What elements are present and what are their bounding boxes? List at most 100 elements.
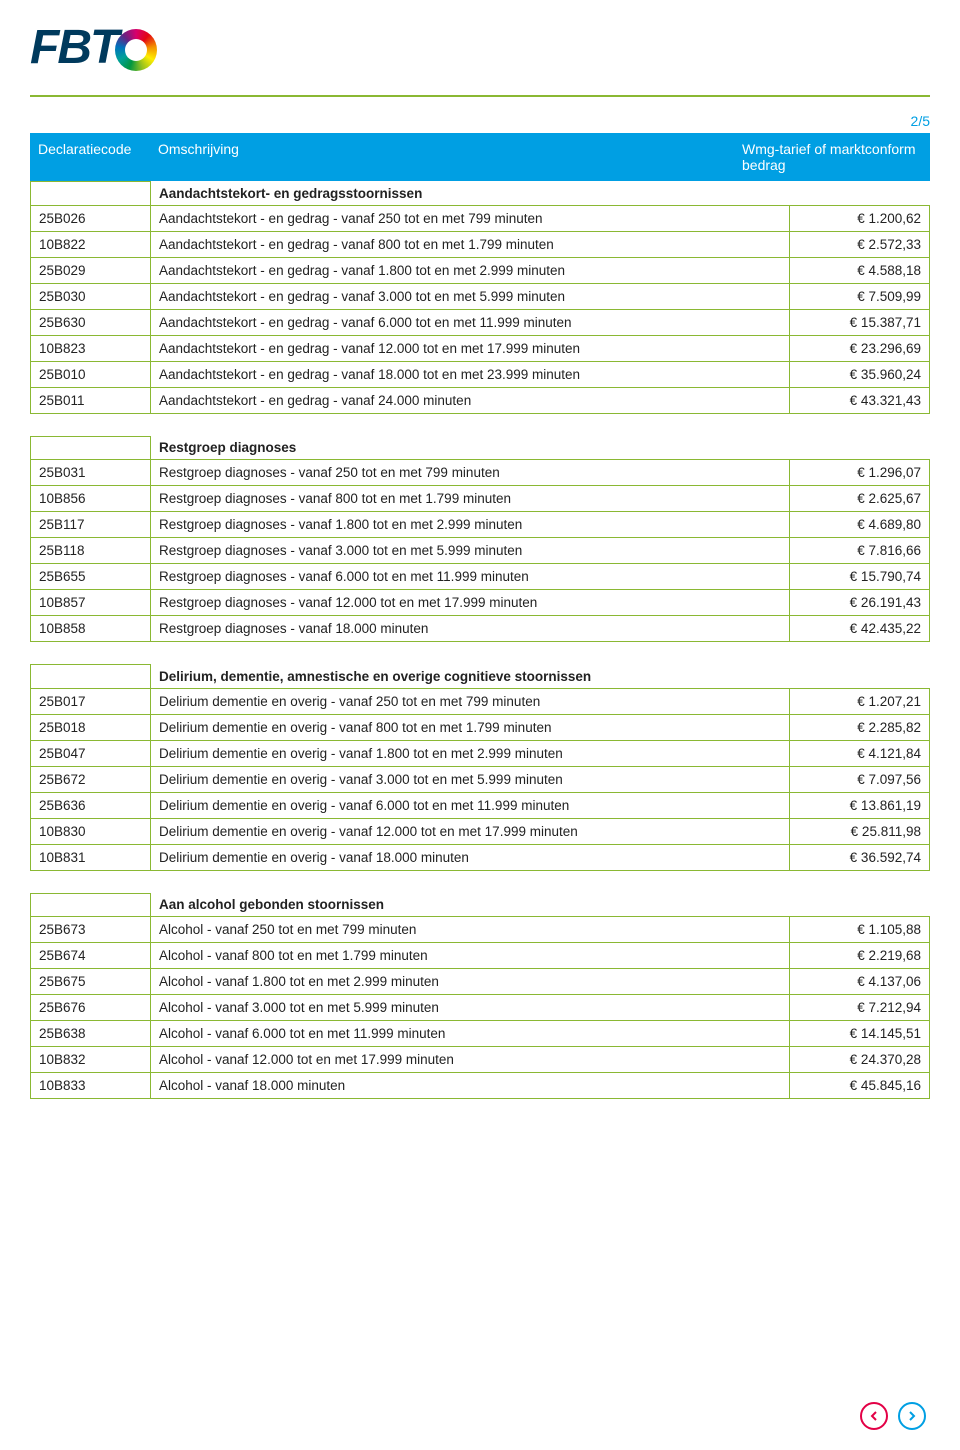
cell-code: 25B673 xyxy=(31,917,151,943)
cell-desc: Aandachtstekort - en gedrag - vanaf 6.00… xyxy=(151,309,790,335)
cell-code: 25B638 xyxy=(31,1021,151,1047)
cell-amount: € 4.588,18 xyxy=(790,257,930,283)
cell-amount: € 2.572,33 xyxy=(790,231,930,257)
cell-code: 10B822 xyxy=(31,231,151,257)
cell-code: 10B830 xyxy=(31,818,151,844)
table-row: 25B011Aandachtstekort - en gedrag - vana… xyxy=(31,387,930,413)
section-title: Aan alcohol gebonden stoornissen xyxy=(151,893,790,917)
table-row: 25B030Aandachtstekort - en gedrag - vana… xyxy=(31,283,930,309)
tariff-table: Restgroep diagnoses25B031Restgroep diagn… xyxy=(30,436,930,643)
cell-code: 25B031 xyxy=(31,460,151,486)
cell-code: 25B672 xyxy=(31,766,151,792)
cell-desc: Delirium dementie en overig - vanaf 3.00… xyxy=(151,766,790,792)
cell-code: 25B655 xyxy=(31,564,151,590)
section-title: Aandachtstekort- en gedragsstoornissen xyxy=(151,182,790,206)
cell-amount: € 24.370,28 xyxy=(790,1047,930,1073)
cell-code: 25B630 xyxy=(31,309,151,335)
cell-code: 10B858 xyxy=(31,616,151,642)
section-title: Restgroep diagnoses xyxy=(151,436,790,460)
section-title: Delirium, dementie, amnestische en overi… xyxy=(151,665,790,689)
cell-code: 10B857 xyxy=(31,590,151,616)
cell-desc: Alcohol - vanaf 250 tot en met 799 minut… xyxy=(151,917,790,943)
table-row: 25B675Alcohol - vanaf 1.800 tot en met 2… xyxy=(31,969,930,995)
table-header: Declaratiecode Omschrijving Wmg-tarief o… xyxy=(30,133,930,181)
nav-arrows xyxy=(860,1402,926,1430)
cell-code: 10B856 xyxy=(31,486,151,512)
table-row: 25B017Delirium dementie en overig - vana… xyxy=(31,688,930,714)
cell-amount: € 4.121,84 xyxy=(790,740,930,766)
cell-desc: Restgroep diagnoses - vanaf 250 tot en m… xyxy=(151,460,790,486)
table-row: 25B674Alcohol - vanaf 800 tot en met 1.7… xyxy=(31,943,930,969)
tariff-table: Delirium, dementie, amnestische en overi… xyxy=(30,664,930,871)
header-col-code: Declaratiecode xyxy=(38,141,158,173)
cell-amount: € 7.097,56 xyxy=(790,766,930,792)
cell-desc: Delirium dementie en overig - vanaf 18.0… xyxy=(151,844,790,870)
cell-desc: Restgroep diagnoses - vanaf 12.000 tot e… xyxy=(151,590,790,616)
cell-code: 25B026 xyxy=(31,205,151,231)
table-row: 10B856Restgroep diagnoses - vanaf 800 to… xyxy=(31,486,930,512)
table-row: 25B655Restgroep diagnoses - vanaf 6.000 … xyxy=(31,564,930,590)
table-row: 25B638Alcohol - vanaf 6.000 tot en met 1… xyxy=(31,1021,930,1047)
cell-desc: Delirium dementie en overig - vanaf 800 … xyxy=(151,714,790,740)
cell-code: 25B029 xyxy=(31,257,151,283)
table-row: 10B857Restgroep diagnoses - vanaf 12.000… xyxy=(31,590,930,616)
cell-desc: Aandachtstekort - en gedrag - vanaf 12.0… xyxy=(151,335,790,361)
table-row: 25B672Delirium dementie en overig - vana… xyxy=(31,766,930,792)
cell-amount: € 7.509,99 xyxy=(790,283,930,309)
cell-desc: Restgroep diagnoses - vanaf 3.000 tot en… xyxy=(151,538,790,564)
cell-desc: Aandachtstekort - en gedrag - vanaf 3.00… xyxy=(151,283,790,309)
prev-page-button[interactable] xyxy=(860,1402,888,1430)
cell-code: 25B636 xyxy=(31,792,151,818)
table-row: 25B673Alcohol - vanaf 250 tot en met 799… xyxy=(31,917,930,943)
cell-amount: € 26.191,43 xyxy=(790,590,930,616)
tariff-table: Aandachtstekort- en gedragsstoornissen25… xyxy=(30,181,930,414)
table-row: 25B010Aandachtstekort - en gedrag - vana… xyxy=(31,361,930,387)
section-header-row: Restgroep diagnoses xyxy=(31,436,930,460)
cell-amount: € 7.212,94 xyxy=(790,995,930,1021)
table-row: 25B031Restgroep diagnoses - vanaf 250 to… xyxy=(31,460,930,486)
logo-circle-icon xyxy=(115,29,157,71)
cell-code: 25B117 xyxy=(31,512,151,538)
cell-code: 25B018 xyxy=(31,714,151,740)
cell-amount: € 23.296,69 xyxy=(790,335,930,361)
cell-desc: Alcohol - vanaf 6.000 tot en met 11.999 … xyxy=(151,1021,790,1047)
cell-desc: Restgroep diagnoses - vanaf 6.000 tot en… xyxy=(151,564,790,590)
tariff-table: Aan alcohol gebonden stoornissen25B673Al… xyxy=(30,893,930,1100)
cell-amount: € 14.145,51 xyxy=(790,1021,930,1047)
table-row: 25B676Alcohol - vanaf 3.000 tot en met 5… xyxy=(31,995,930,1021)
table-row: 25B047Delirium dementie en overig - vana… xyxy=(31,740,930,766)
cell-desc: Aandachtstekort - en gedrag - vanaf 18.0… xyxy=(151,361,790,387)
table-row: 10B833Alcohol - vanaf 18.000 minuten€ 45… xyxy=(31,1073,930,1099)
cell-desc: Delirium dementie en overig - vanaf 250 … xyxy=(151,688,790,714)
next-page-button[interactable] xyxy=(898,1402,926,1430)
cell-amount: € 1.200,62 xyxy=(790,205,930,231)
logo-text: FBT xyxy=(30,20,117,75)
cell-desc: Aandachtstekort - en gedrag - vanaf 250 … xyxy=(151,205,790,231)
chevron-right-icon xyxy=(907,1411,917,1421)
section-header-row: Aandachtstekort- en gedragsstoornissen xyxy=(31,182,930,206)
cell-desc: Alcohol - vanaf 800 tot en met 1.799 min… xyxy=(151,943,790,969)
section-header-empty-code xyxy=(31,665,151,689)
cell-code: 25B011 xyxy=(31,387,151,413)
section-header-row: Aan alcohol gebonden stoornissen xyxy=(31,893,930,917)
header-col-amount: Wmg-tarief of marktconform bedrag xyxy=(742,141,922,173)
cell-code: 25B010 xyxy=(31,361,151,387)
cell-amount: € 25.811,98 xyxy=(790,818,930,844)
table-row: 10B858Restgroep diagnoses - vanaf 18.000… xyxy=(31,616,930,642)
cell-amount: € 15.790,74 xyxy=(790,564,930,590)
cell-amount: € 36.592,74 xyxy=(790,844,930,870)
cell-amount: € 1.296,07 xyxy=(790,460,930,486)
cell-code: 25B675 xyxy=(31,969,151,995)
cell-amount: € 4.689,80 xyxy=(790,512,930,538)
table-row: 25B630Aandachtstekort - en gedrag - vana… xyxy=(31,309,930,335)
table-row: 10B830Delirium dementie en overig - vana… xyxy=(31,818,930,844)
cell-code: 10B831 xyxy=(31,844,151,870)
cell-amount: € 15.387,71 xyxy=(790,309,930,335)
cell-amount: € 1.105,88 xyxy=(790,917,930,943)
cell-desc: Restgroep diagnoses - vanaf 1.800 tot en… xyxy=(151,512,790,538)
table-row: 25B636Delirium dementie en overig - vana… xyxy=(31,792,930,818)
cell-amount: € 4.137,06 xyxy=(790,969,930,995)
cell-code: 10B832 xyxy=(31,1047,151,1073)
cell-code: 25B030 xyxy=(31,283,151,309)
section-header-empty-code xyxy=(31,436,151,460)
